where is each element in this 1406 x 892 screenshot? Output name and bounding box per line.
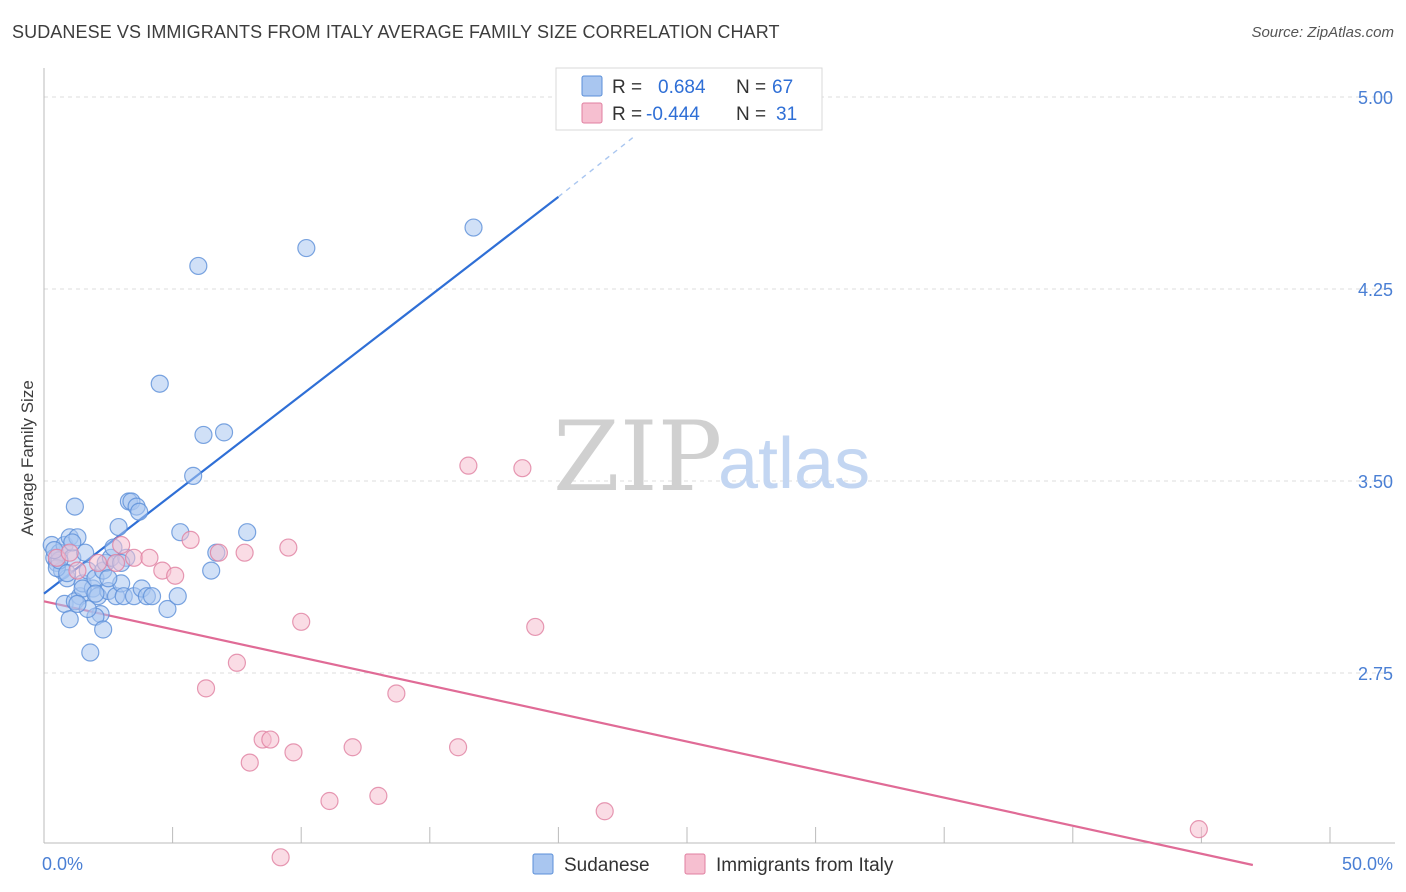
watermark-zip: ZIP [553,401,722,513]
data-point [448,738,468,757]
x-tick-labels: 0.0% 50.0% [42,854,1393,874]
data-point [271,848,290,867]
series-legend: Sudanese Immigrants from Italy [532,853,894,876]
data-point [181,530,200,549]
data-point [284,743,303,762]
data-point [464,218,483,237]
data-point [81,643,100,662]
legend-swatch-italy [684,853,706,875]
data-point [227,653,246,672]
watermark: ZIP atlas [553,401,870,513]
correlation-legend: R = 0.684 N = 67 R = -0.444 N = 31 [555,67,823,131]
data-point [65,497,84,516]
legend-swatch-sudanese [581,75,603,97]
source-label: Source: ZipAtlas.com [1251,24,1394,41]
x-tick-label: 50.0% [1342,854,1393,874]
data-point [297,238,316,258]
data-point [168,587,187,606]
data-point [214,423,234,442]
legend-n-label: N = [736,104,766,125]
data-point [124,548,144,567]
data-point [387,684,406,703]
legend-n-value: 31 [776,104,797,125]
legend-r-label: R = [612,77,642,98]
data-point [158,599,177,619]
data-point [88,553,108,573]
data-point [60,543,79,562]
legend-swatch-sudanese [532,853,554,875]
data-point [184,466,203,485]
legend-r-value: 0.684 [658,77,706,98]
legend-swatch-italy [581,102,603,124]
data-point [68,561,87,580]
data-point [240,753,259,772]
legend-n-label: N = [736,77,766,98]
watermark-atlas: atlas [718,424,870,504]
data-point [279,538,298,557]
grid-lines [44,96,1395,674]
data-point [60,610,79,629]
data-point [369,786,388,805]
data-point [238,523,257,542]
x-tick-label: 0.0% [42,854,83,874]
trend-line [43,600,1254,867]
data-point [86,584,105,603]
data-point [130,502,149,521]
trend-line-extension [557,134,636,198]
y-axis-label: Average Family Size [18,380,37,536]
data-point [202,561,221,580]
data-point [320,791,339,811]
data-point [150,374,169,393]
data-point [109,517,128,537]
legend-r-value: -0.444 [646,104,700,125]
data-point [459,456,478,475]
data-point [189,256,208,276]
data-point [261,730,280,749]
legend-r-label: R = [612,104,642,125]
data-point [142,587,162,606]
data-point [343,738,362,757]
data-point [112,535,131,555]
axes [43,68,1395,844]
trend-line [43,195,560,595]
trend-lines [43,134,1254,867]
data-point [194,425,213,445]
data-point [99,569,118,588]
data-point [68,594,87,613]
data-point [94,620,113,639]
data-point [140,548,159,567]
data-point [513,459,532,478]
y-tick-label: 5.00 [1358,88,1393,108]
legend-n-value: 67 [772,77,793,98]
chart-title: SUDANESE VS IMMIGRANTS FROM ITALY AVERAG… [12,22,780,42]
data-point [526,617,545,637]
data-point [235,543,254,562]
y-tick-labels: 2.75 3.50 4.25 5.00 [1358,88,1393,684]
data-point [196,679,216,698]
y-tick-label: 4.25 [1358,280,1393,300]
data-points [42,218,1208,867]
data-point [166,566,185,585]
data-point [209,543,228,562]
legend-label-sudanese: Sudanese [564,855,650,876]
data-point [106,553,126,573]
data-point [1189,820,1208,839]
y-tick-label: 2.75 [1358,664,1393,684]
data-point [595,802,614,821]
data-point [292,612,311,631]
legend-label-italy: Immigrants from Italy [716,855,894,876]
y-tick-label: 3.50 [1358,472,1393,492]
